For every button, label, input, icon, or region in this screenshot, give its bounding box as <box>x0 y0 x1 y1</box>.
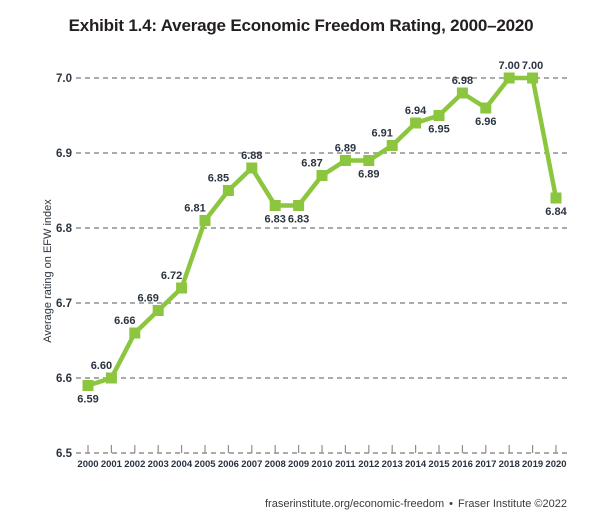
data-point-2015 <box>433 110 445 121</box>
footer: fraserinstitute.org/economic-freedom • Fra… <box>265 498 567 510</box>
data-point-2000 <box>82 380 94 391</box>
x-tick-label: 2014 <box>405 459 427 470</box>
data-point-2002 <box>129 327 141 339</box>
x-tick-label: 2011 <box>335 459 356 470</box>
data-point-2010 <box>316 170 328 181</box>
data-point-2003 <box>152 305 164 316</box>
data-label-2013: 6.91 <box>371 128 392 140</box>
footer-separator: • <box>449 498 453 510</box>
chart-title: Exhibit 1.4: Average Economic Freedom Ra… <box>68 16 534 35</box>
y-tick-label: 6.8 <box>56 223 73 235</box>
footer-url: fraserinstitute.org/economic-freedom <box>265 498 445 510</box>
x-tick-label: 2009 <box>288 459 309 470</box>
data-label-2006: 6.85 <box>208 173 229 185</box>
data-label-2009: 6.83 <box>288 214 309 226</box>
data-label-2012: 6.89 <box>358 169 379 181</box>
x-tick-label: 2019 <box>522 459 543 470</box>
data-label-2000: 6.59 <box>77 394 98 406</box>
x-tick-label: 2020 <box>545 459 566 470</box>
x-tick-label: 2005 <box>194 459 216 470</box>
y-axis-label: Average rating on EFW index <box>42 199 54 343</box>
data-point-2017 <box>480 102 492 114</box>
data-label-2018: 7.00 <box>498 60 519 72</box>
x-tick-label: 2006 <box>218 459 239 470</box>
data-label-2017: 6.96 <box>475 116 496 128</box>
x-tick-label: 2010 <box>311 459 332 470</box>
x-tick-label: 2008 <box>265 459 286 470</box>
data-label-2008: 6.83 <box>264 214 285 226</box>
data-point-2012 <box>363 155 375 166</box>
data-point-2009 <box>293 200 305 211</box>
x-tick-label: 2000 <box>77 459 98 470</box>
data-point-2018 <box>503 72 515 84</box>
x-tick-label: 2001 <box>101 459 123 470</box>
data-point-2004 <box>176 282 188 294</box>
data-label-2003: 6.69 <box>137 293 158 305</box>
data-point-2006 <box>222 185 234 196</box>
data-point-2013 <box>386 140 398 151</box>
data-label-2004: 6.72 <box>161 270 182 282</box>
data-label-2019: 7.00 <box>522 60 543 72</box>
data-label-2001: 6.60 <box>91 360 112 372</box>
data-point-2020 <box>550 192 562 204</box>
data-label-2010: 6.87 <box>301 158 322 170</box>
data-point-2007 <box>246 162 258 174</box>
data-point-2001 <box>105 372 117 384</box>
data-point-2019 <box>527 72 539 84</box>
data-point-2016 <box>456 87 468 99</box>
data-point-2014 <box>410 117 422 129</box>
data-label-2011: 6.89 <box>335 143 356 155</box>
y-tick-label: 6.7 <box>56 298 72 310</box>
y-tick-label: 6.5 <box>56 448 73 460</box>
data-label-2007: 6.88 <box>241 150 262 162</box>
x-tick-label: 2003 <box>148 459 169 470</box>
data-label-2015: 6.95 <box>428 124 449 136</box>
footer-credit: Fraser Institute ©2022 <box>458 498 567 510</box>
x-tick-label: 2002 <box>124 459 145 470</box>
y-tick-label: 6.9 <box>56 148 72 160</box>
y-tick-label: 7.0 <box>56 73 72 85</box>
data-point-2008 <box>269 200 281 211</box>
data-label-2005: 6.81 <box>184 203 205 215</box>
data-point-2011 <box>339 155 351 166</box>
data-label-2020: 6.84 <box>545 206 567 218</box>
data-label-2016: 6.98 <box>452 75 473 87</box>
x-tick-label: 2004 <box>171 459 193 470</box>
x-tick-label: 2017 <box>475 459 496 470</box>
x-tick-label: 2007 <box>241 459 262 470</box>
data-point-2005 <box>199 215 211 226</box>
y-tick-label: 6.6 <box>56 373 72 385</box>
x-tick-label: 2016 <box>452 459 473 470</box>
data-label-2014: 6.94 <box>405 105 427 117</box>
x-tick-label: 2013 <box>382 459 403 470</box>
data-label-2002: 6.66 <box>114 315 135 327</box>
x-tick-label: 2015 <box>428 459 450 470</box>
x-tick-label: 2018 <box>499 459 520 470</box>
x-tick-label: 2012 <box>358 459 379 470</box>
